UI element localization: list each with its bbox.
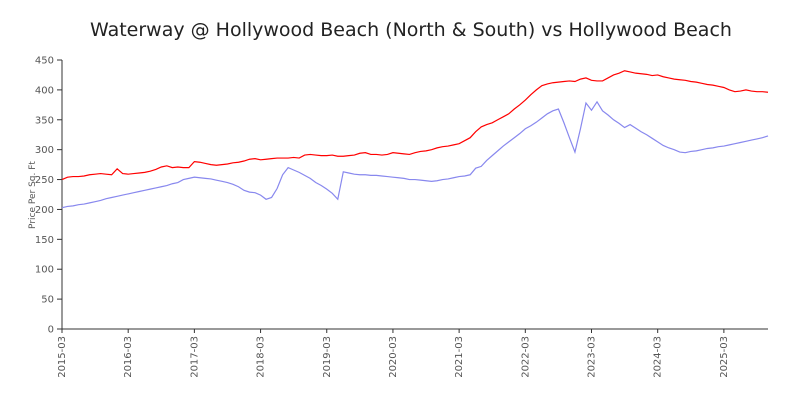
x-tick-label: 2015-03 [57,336,68,378]
x-tick-label: 2017-03 [189,336,200,378]
x-tick-label: 2024-03 [653,336,664,378]
x-tick-label: 2019-03 [322,336,333,378]
y-tick-label: 0 [48,325,54,336]
x-tick-label: 2020-03 [388,336,399,378]
y-tick-label: 100 [35,265,54,276]
x-tick-label: 2022-03 [520,336,531,378]
series-line [61,100,769,209]
y-tick-label: 450 [35,56,54,67]
y-tick-label: 200 [35,205,54,216]
series-line [61,70,769,181]
y-tick-label: 250 [35,175,54,186]
y-tick-label: 150 [35,235,54,246]
x-tick-label: 2018-03 [256,336,267,378]
y-tick-label: 300 [35,145,54,156]
chart-title: Waterway @ Hollywood Beach (North & Sout… [90,19,732,41]
y-tick-label: 50 [41,295,54,306]
x-tick-label: 2023-03 [587,336,598,378]
x-tick-label: 2021-03 [454,336,465,378]
y-axis-label: Price Per Sq. Ft [28,161,38,229]
x-tick-label: 2016-03 [123,336,134,378]
y-tick-label: 350 [35,115,54,126]
x-tick-label: 2025-03 [719,336,730,378]
y-tick-label: 400 [35,85,54,96]
